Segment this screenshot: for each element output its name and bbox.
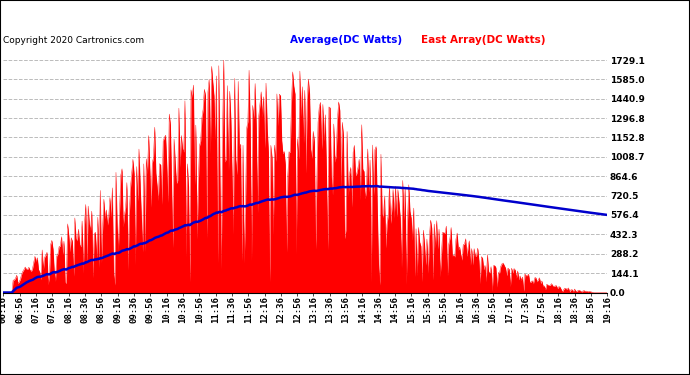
Text: Copyright 2020 Cartronics.com: Copyright 2020 Cartronics.com — [3, 36, 145, 45]
Text: Average(DC Watts): Average(DC Watts) — [290, 35, 402, 45]
Text: East Array(DC Watts): East Array(DC Watts) — [421, 35, 545, 45]
